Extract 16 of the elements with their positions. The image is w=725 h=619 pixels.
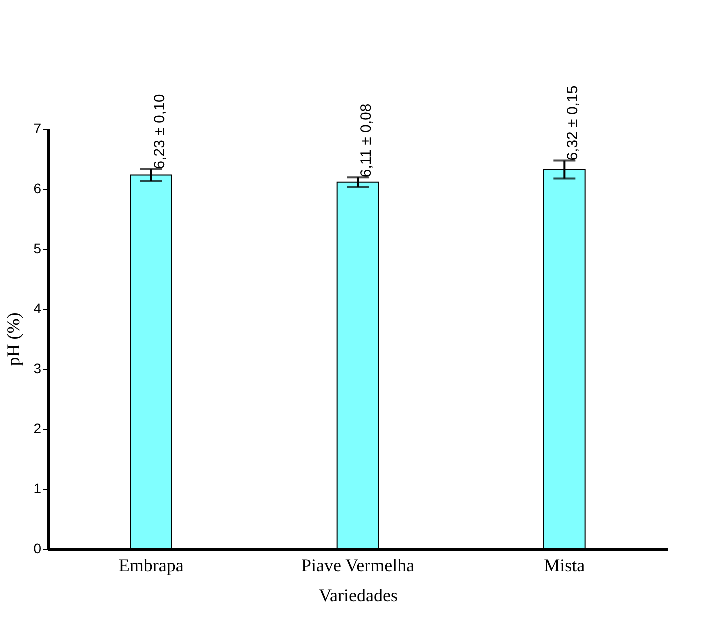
y-tick-label: 3 bbox=[34, 360, 42, 376]
data-label: 6,23 ± 0,10 bbox=[151, 94, 168, 170]
y-tick-label: 2 bbox=[34, 420, 42, 436]
y-axis-title: pH (%) bbox=[4, 312, 24, 366]
x-axis-title: Variedades bbox=[319, 586, 398, 606]
x-tick-label: Embrapa bbox=[118, 556, 184, 576]
y-tick-label: 4 bbox=[34, 300, 42, 316]
data-label: 6,32 ± 0,15 bbox=[564, 86, 582, 161]
data-label: 6,11 ± 0,08 bbox=[358, 104, 375, 178]
y-tick-label: 5 bbox=[34, 240, 42, 256]
x-tick-label: Mista bbox=[544, 556, 586, 576]
x-tick-label: Piave Vermelha bbox=[301, 556, 415, 576]
y-tick-label: 6 bbox=[34, 180, 42, 196]
y-tick-label: 0 bbox=[34, 540, 42, 556]
y-tick-label: 7 bbox=[34, 120, 42, 136]
y-tick-label: 1 bbox=[34, 480, 42, 496]
